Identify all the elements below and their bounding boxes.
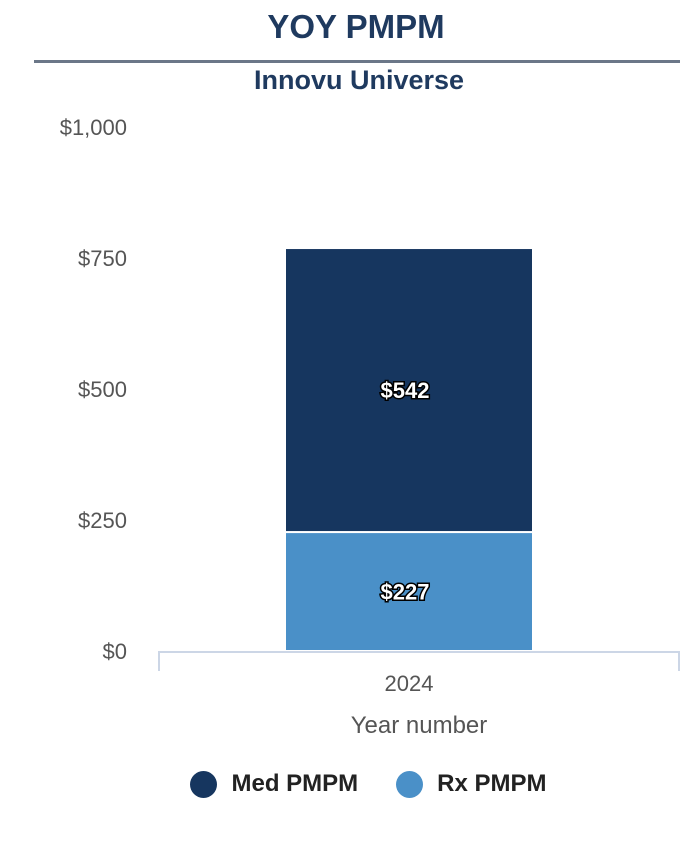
y-tick-label: $0 bbox=[103, 639, 127, 664]
chart-plot: $0 $250 $500 $750 $1,000 $227 $542 2024 Year num… bbox=[60, 115, 680, 739]
chart-legend: Med PMPM Rx PMPM bbox=[0, 770, 695, 798]
x-axis-title: Year number bbox=[351, 712, 488, 739]
y-tick-label: $250 bbox=[78, 508, 127, 533]
legend-label-rx: Rx PMPM bbox=[437, 770, 547, 797]
bar-med-pmpm bbox=[284, 247, 534, 534]
title-divider bbox=[34, 60, 680, 63]
data-label: $542 bbox=[381, 378, 430, 403]
legend-item-rx[interactable]: Rx PMPM bbox=[396, 770, 547, 798]
y-tick-label: $750 bbox=[78, 246, 127, 271]
legend-item-med[interactable]: Med PMPM bbox=[190, 770, 358, 798]
x-tick-label: 2024 bbox=[385, 671, 434, 696]
chart-subtitle: Innovu Universe bbox=[253, 65, 465, 95]
legend-swatch-med bbox=[190, 770, 218, 798]
y-tick-label: $500 bbox=[78, 377, 127, 402]
chart-title: YOY PMPM bbox=[267, 8, 445, 45]
legend-swatch-rx bbox=[396, 770, 424, 798]
y-tick-label: $1,000 bbox=[60, 115, 127, 140]
legend-label-med: Med PMPM bbox=[231, 770, 359, 797]
data-label: $227 bbox=[381, 580, 430, 605]
